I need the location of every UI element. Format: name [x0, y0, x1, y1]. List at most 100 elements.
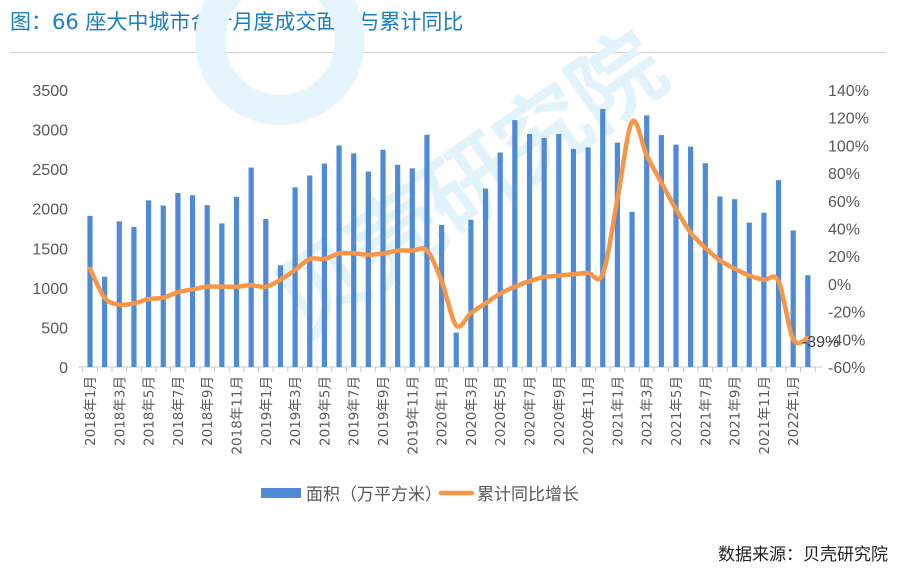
- watermark-circle: [195, 0, 365, 125]
- x-tick-label: 2019年7月: [347, 376, 363, 446]
- x-tick-label: 2021年3月: [640, 376, 656, 446]
- bar: [87, 215, 93, 367]
- bar: [600, 108, 606, 367]
- legend-label-area: 面积（万平方米）: [306, 485, 442, 505]
- x-tick-label: 2018年11月: [230, 376, 246, 455]
- bar: [482, 188, 489, 367]
- bar: [585, 147, 591, 367]
- bar: [614, 142, 620, 367]
- x-tick-label: 2019年3月: [288, 376, 304, 446]
- x-tick-label: 2020年9月: [552, 376, 568, 446]
- bar: [409, 168, 415, 367]
- bar: [131, 226, 137, 367]
- x-tick-label: 2020年7月: [523, 376, 539, 446]
- bar: [277, 265, 284, 367]
- bar: [644, 115, 650, 367]
- legend-swatch-area: [261, 488, 301, 498]
- y-right-tick-label: 20%: [828, 249, 860, 266]
- bar: [570, 148, 577, 367]
- x-tick-label: 2020年3月: [464, 376, 480, 446]
- bar: [717, 196, 723, 367]
- bar: [688, 146, 694, 367]
- x-tick-label: 2019年9月: [376, 376, 392, 446]
- growth-line: [87, 118, 811, 346]
- y-left-tick-label: 500: [41, 320, 68, 337]
- x-tick-label: 2019年1月: [259, 376, 275, 446]
- y-right-tick-label: 40%: [828, 222, 860, 239]
- bar: [497, 152, 503, 367]
- bar: [512, 120, 518, 368]
- bar: [453, 332, 459, 367]
- bar: [395, 164, 401, 367]
- y-right-tick-label: 120%: [828, 111, 869, 128]
- y-right-tick-label: 80%: [828, 166, 860, 183]
- x-tick-label: 2020年1月: [435, 376, 451, 446]
- bar: [248, 167, 254, 367]
- bar: [321, 163, 327, 367]
- x-tick-label: 2021年1月: [610, 376, 626, 446]
- bar: [233, 196, 240, 367]
- y-right-tick-label: -40%: [828, 332, 865, 349]
- bar: [439, 224, 445, 367]
- x-tick-label: 2020年11月: [581, 376, 597, 455]
- bar: [146, 200, 152, 367]
- y-right-tick-label: -20%: [828, 305, 865, 322]
- y-left-tick-label: 2000: [32, 202, 68, 219]
- x-tick-label: 2019年5月: [317, 376, 333, 446]
- bar: [732, 199, 738, 367]
- bar: [790, 230, 796, 367]
- bar: [526, 133, 533, 367]
- data-label-last: -39%: [802, 334, 839, 351]
- x-tick-label: 2018年1月: [83, 376, 99, 446]
- x-tick-label: 2018年3月: [112, 376, 128, 446]
- title-divider: [10, 52, 886, 53]
- bar: [380, 149, 386, 367]
- y-left-tick-label: 3500: [32, 83, 68, 100]
- y-left-tick-label: 1000: [32, 281, 68, 298]
- bar: [175, 192, 181, 367]
- bar: [673, 144, 679, 367]
- x-tick-label: 2022年1月: [786, 376, 802, 446]
- bar: [746, 222, 752, 367]
- bar: [351, 153, 357, 367]
- legend-label-growth: 累计同比增长: [477, 485, 579, 505]
- x-tick-label: 2021年9月: [728, 376, 744, 446]
- y-left-tick-label: 3000: [32, 123, 68, 140]
- y-left-tick-label: 0: [59, 360, 68, 377]
- x-tick-label: 2021年7月: [698, 376, 714, 446]
- y-right-tick-label: 0%: [828, 277, 851, 294]
- bar: [761, 212, 767, 367]
- bar: [102, 276, 108, 367]
- bar: [116, 221, 122, 367]
- bar: [658, 135, 664, 367]
- bar: [307, 175, 313, 367]
- x-tick-label: 2018年7月: [171, 376, 187, 446]
- x-tick-label: 2019年11月: [405, 376, 421, 455]
- x-tick-label: 2020年5月: [493, 376, 509, 446]
- bar: [336, 145, 342, 367]
- bar: [219, 223, 225, 367]
- bar: [775, 180, 782, 367]
- bar: [263, 219, 269, 367]
- y-right-tick-label: 60%: [828, 194, 860, 211]
- bar: [292, 187, 298, 367]
- data-source: 数据来源：贝壳研究院: [718, 545, 888, 565]
- x-tick-label: 2021年11月: [757, 376, 773, 455]
- y-right-tick-label: 100%: [828, 138, 869, 155]
- bar: [629, 211, 635, 367]
- y-left-tick-label: 2500: [32, 162, 68, 179]
- bar: [805, 275, 811, 367]
- x-tick-label: 2021年5月: [669, 376, 685, 446]
- y-right-tick-label: 140%: [828, 83, 869, 100]
- y-right-tick-label: -60%: [828, 360, 865, 377]
- bar: [468, 219, 474, 367]
- bar: [160, 205, 166, 367]
- x-tick-label: 2018年9月: [200, 376, 216, 446]
- bar: [541, 137, 547, 367]
- bar: [702, 163, 708, 367]
- chart-title: 图：66 座大中城市合计月度成交面积与累计同比: [10, 10, 464, 34]
- bar: [365, 171, 371, 367]
- y-left-tick-label: 1500: [32, 241, 68, 258]
- bar: [189, 195, 196, 367]
